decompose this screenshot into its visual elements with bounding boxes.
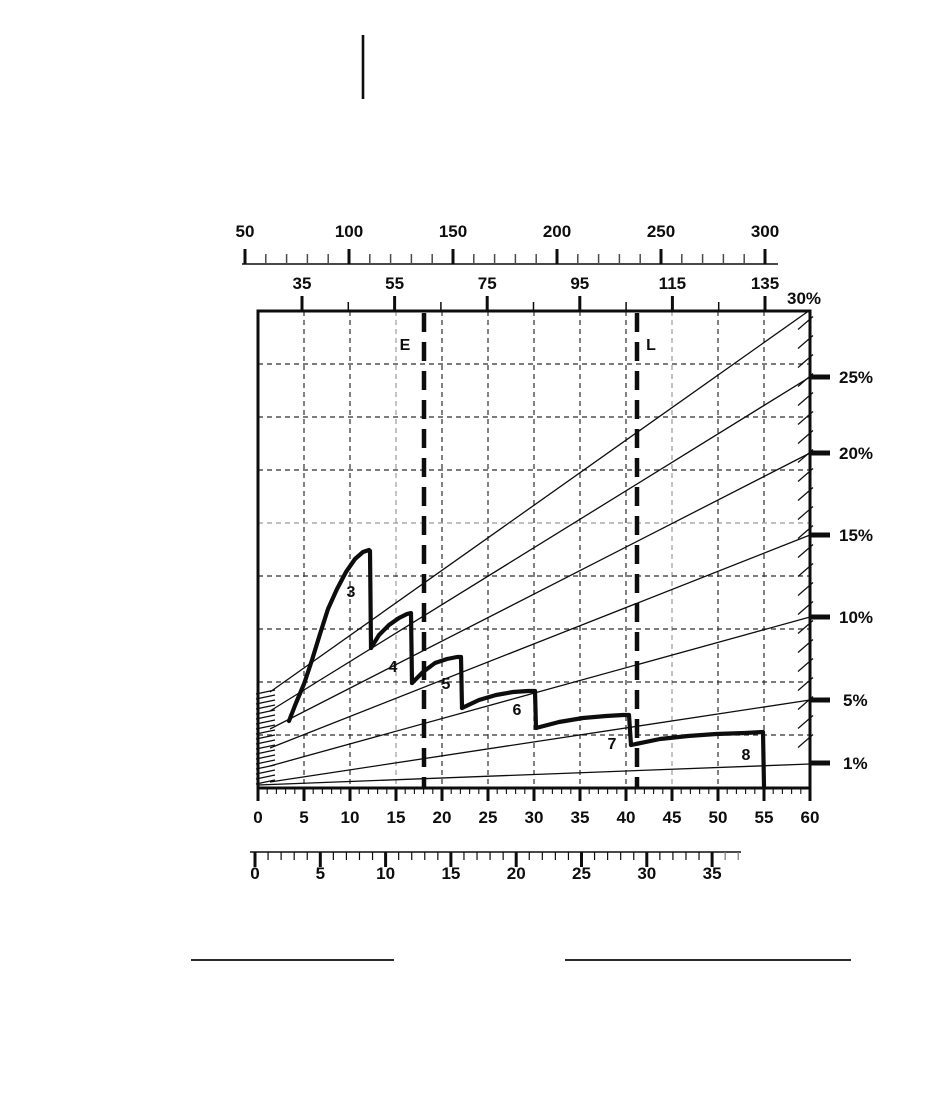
grade-line-30% <box>269 309 811 693</box>
grade-line-15% <box>269 534 811 749</box>
gear-curve-6 <box>459 688 539 731</box>
shift-line-label-L: L <box>646 337 656 354</box>
top-ruler-label: 250 <box>647 222 675 241</box>
shift-line-label-E: E <box>400 337 411 354</box>
lower-ruler-label: 10 <box>376 864 395 883</box>
plot-grid <box>258 311 810 788</box>
lower-ruler-label: 5 <box>316 864 325 883</box>
grade-label: 15% <box>839 526 873 545</box>
upper-speed-scale: 35 55 75 95 115 135 30% <box>293 274 821 311</box>
gear-label-8: 8 <box>742 747 751 764</box>
top-ruler-label: 200 <box>543 222 571 241</box>
lower-ruler-label: 0 <box>250 864 259 883</box>
x-axis-bottom: 0 5 10 15 20 25 30 35 40 45 50 55 60 <box>253 788 819 827</box>
upper-scale-label: 35 <box>293 274 312 293</box>
grade-line-20% <box>269 452 811 730</box>
top-ruler-label: 50 <box>236 222 255 241</box>
lower-ruler-label: 20 <box>507 864 526 883</box>
gear-label-4: 4 <box>389 659 398 676</box>
gear-label-6: 6 <box>513 702 522 719</box>
x-axis-label: 45 <box>663 808 682 827</box>
lower-ruler-label: 15 <box>441 864 460 883</box>
grade-label: 10% <box>839 608 873 627</box>
grade-label: 25% <box>839 368 873 387</box>
gear-curve-7 <box>533 712 634 748</box>
upper-scale-label: 135 <box>751 274 779 293</box>
x-axis-label: 40 <box>617 808 636 827</box>
grade-label: 20% <box>839 444 873 463</box>
lower-ruler-label: 30 <box>637 864 656 883</box>
upper-scale-label: 55 <box>385 274 404 293</box>
lower-ruler-label: 25 <box>572 864 591 883</box>
x-axis-label: 35 <box>571 808 590 827</box>
gear-curve-8 <box>628 729 767 789</box>
x-axis-label: 60 <box>801 808 820 827</box>
grade-label: 5% <box>843 691 868 710</box>
grade-line-1% <box>257 763 811 786</box>
gear-curves: 3 4 5 6 7 8 <box>286 547 767 789</box>
top-ruler-scale: 50 100 150 200 250 300 <box>236 222 779 265</box>
x-axis-label: 10 <box>341 808 360 827</box>
grade-axis-right: 25% 20% 15% 10% 5% 1% <box>810 368 873 773</box>
gear-curve-4 <box>368 610 415 686</box>
x-axis-label: 15 <box>387 808 406 827</box>
grade-line-10% <box>269 616 811 767</box>
upper-scale-label: 95 <box>570 274 589 293</box>
x-axis-label: 5 <box>299 808 308 827</box>
grade-30-label: 30% <box>787 289 821 308</box>
grade-line-5% <box>269 699 811 783</box>
gear-label-5: 5 <box>442 676 451 693</box>
gear-label-3: 3 <box>347 584 356 601</box>
top-ruler-label: 100 <box>335 222 363 241</box>
x-axis-label: 25 <box>479 808 498 827</box>
lower-ruler-scale: 0 5 10 15 20 25 30 35 <box>250 851 741 883</box>
top-ruler-label: 300 <box>751 222 779 241</box>
top-ruler-label: 150 <box>439 222 467 241</box>
grade-label: 1% <box>843 754 868 773</box>
x-axis-label: 55 <box>755 808 774 827</box>
x-axis-label: 20 <box>433 808 452 827</box>
upper-scale-label: 115 <box>659 274 686 293</box>
gear-curve-5 <box>409 654 465 711</box>
upper-scale-label: 75 <box>478 274 497 293</box>
lower-ruler-label: 35 <box>703 864 722 883</box>
grade-fan-lines <box>257 309 811 786</box>
grade-line-25% <box>269 376 811 712</box>
x-axis-label: 0 <box>253 808 262 827</box>
gear-curve-3 <box>286 547 374 724</box>
gear-label-7: 7 <box>608 736 617 753</box>
x-axis-label: 30 <box>525 808 544 827</box>
x-axis-label: 50 <box>709 808 728 827</box>
